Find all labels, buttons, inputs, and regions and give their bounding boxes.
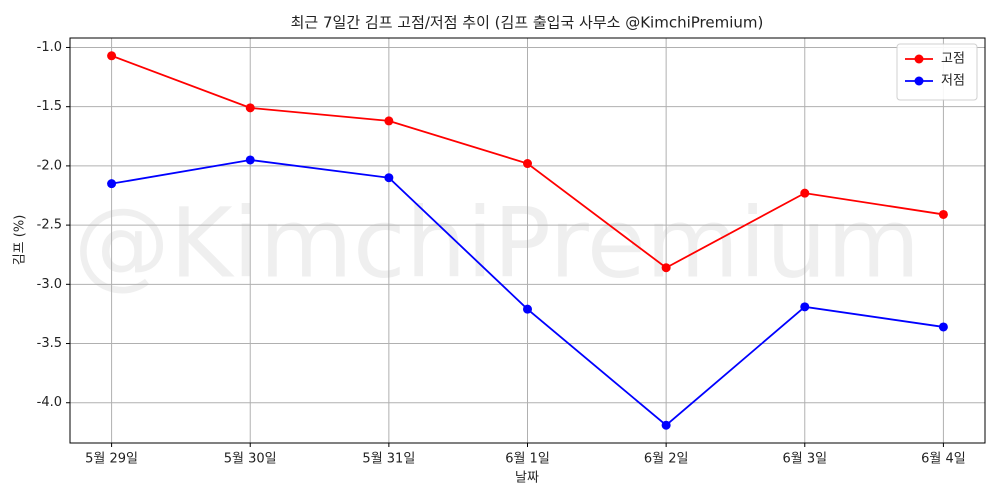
point	[938, 322, 948, 332]
y-tick-label: -2.5	[37, 218, 62, 233]
legend-label: 저점	[941, 74, 965, 89]
point	[523, 159, 532, 169]
legend-box	[896, 43, 978, 101]
y-tick-label: -3.0	[37, 277, 62, 292]
y-tick-label: -1.5	[37, 99, 62, 114]
x-tick-label: 6월 2일	[644, 452, 689, 467]
x-tick-label: 5월 30일	[224, 452, 277, 467]
x-tick-label: 5월 29일	[85, 452, 138, 467]
point	[800, 188, 810, 198]
x-tick-label: 5월 31일	[362, 452, 415, 467]
point	[384, 116, 394, 126]
y-tick-label: -4.0	[37, 395, 62, 410]
x-tick-label: 6월 1일	[505, 452, 550, 467]
point	[661, 420, 671, 430]
y-tick-label: -2.0	[37, 158, 62, 173]
chart-title: 최근 7일간 김프 고점/저점 추이 (김프 출입국 사무소 @KimchiPr…	[291, 14, 764, 32]
legend-marker	[914, 76, 924, 86]
point	[107, 51, 117, 61]
plot-frame	[69, 37, 986, 444]
x-tick-label: 6월 4일	[921, 452, 966, 467]
point	[523, 304, 532, 314]
legend-marker	[914, 54, 924, 64]
x-tick-label: 6월 3일	[782, 452, 827, 467]
point	[245, 103, 255, 113]
x-axis-label: 날짜	[515, 471, 539, 486]
point	[245, 155, 255, 165]
point	[384, 173, 394, 183]
watermark: @KimchiPremium	[74, 187, 921, 299]
point	[107, 179, 117, 189]
y-tick-label: -1.0	[37, 40, 62, 55]
point	[938, 209, 948, 219]
y-axis-label: 김프 (%)	[13, 215, 28, 266]
point	[800, 302, 810, 312]
legend-label: 고점	[941, 52, 965, 67]
y-tick-label: -3.5	[37, 336, 62, 351]
point	[661, 263, 671, 273]
